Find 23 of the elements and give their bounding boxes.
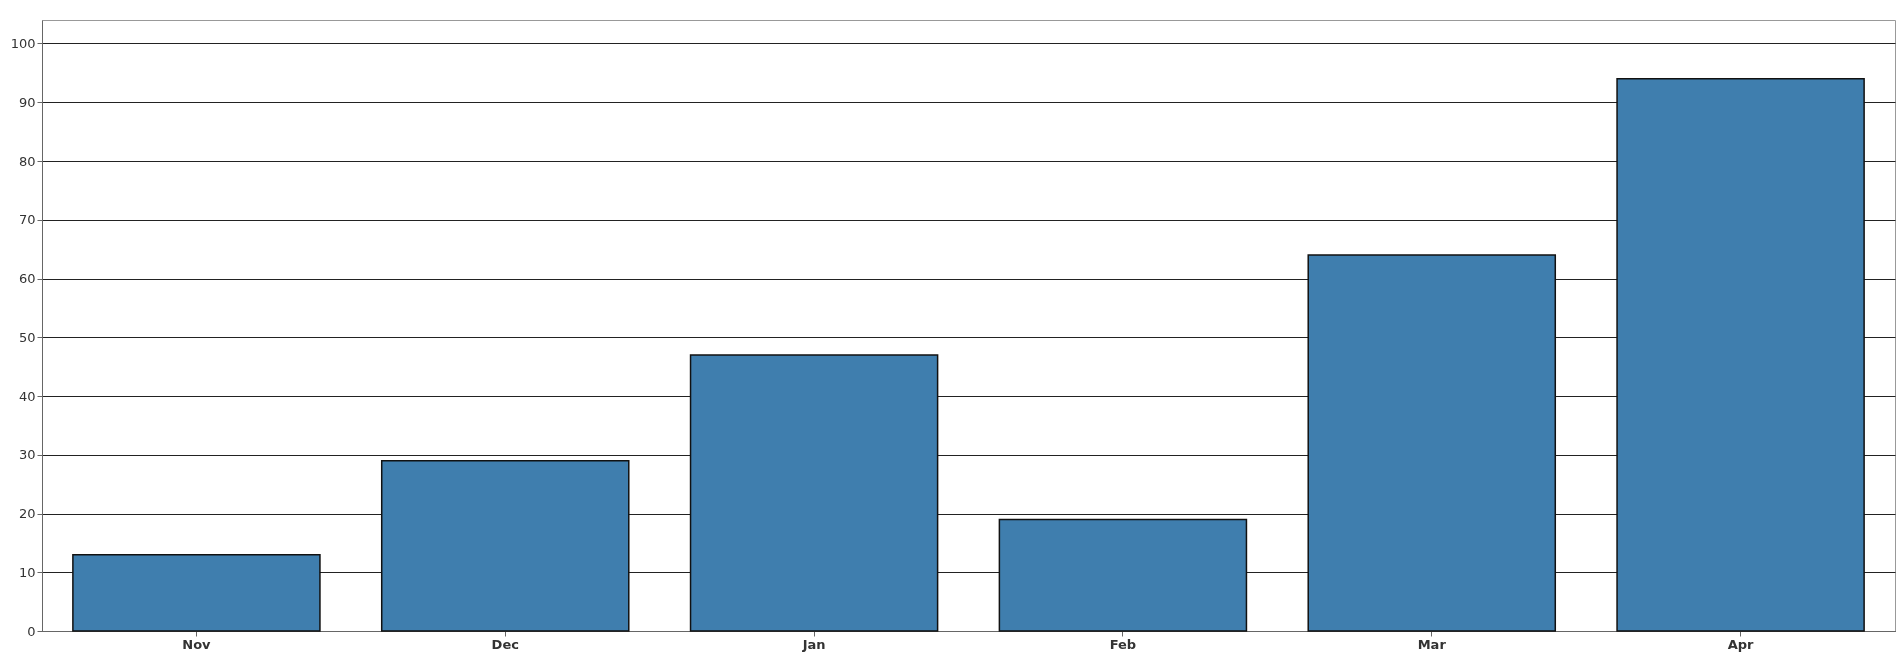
bar	[1307, 254, 1557, 632]
y-tick-label: 80	[18, 153, 36, 169]
y-tick-label: 100	[10, 36, 36, 51]
x-tick-label: Mar	[1417, 636, 1447, 652]
y-tick-label: 0	[27, 623, 36, 639]
x-tick-label: Dec	[491, 636, 519, 652]
y-tick-label: 20	[18, 506, 36, 521]
y-tick-label: 70	[18, 212, 36, 228]
y-tick-label: 40	[18, 388, 36, 404]
bar	[689, 354, 939, 632]
x-tick-label: Jan	[801, 636, 826, 652]
bar	[380, 459, 630, 632]
x-tick-label: Nov	[182, 636, 212, 652]
y-tick-label: 50	[18, 329, 36, 345]
x-tick-label: Feb	[1109, 636, 1137, 652]
bar	[998, 518, 1248, 632]
y-tick-label: 60	[18, 271, 36, 286]
x-tick-label: Apr	[1727, 636, 1755, 652]
bar	[72, 553, 321, 632]
y-tick-label: 10	[18, 564, 36, 580]
y-tick-label: 90	[18, 94, 36, 110]
bar	[1616, 78, 1865, 632]
y-tick-label: 30	[18, 447, 36, 463]
